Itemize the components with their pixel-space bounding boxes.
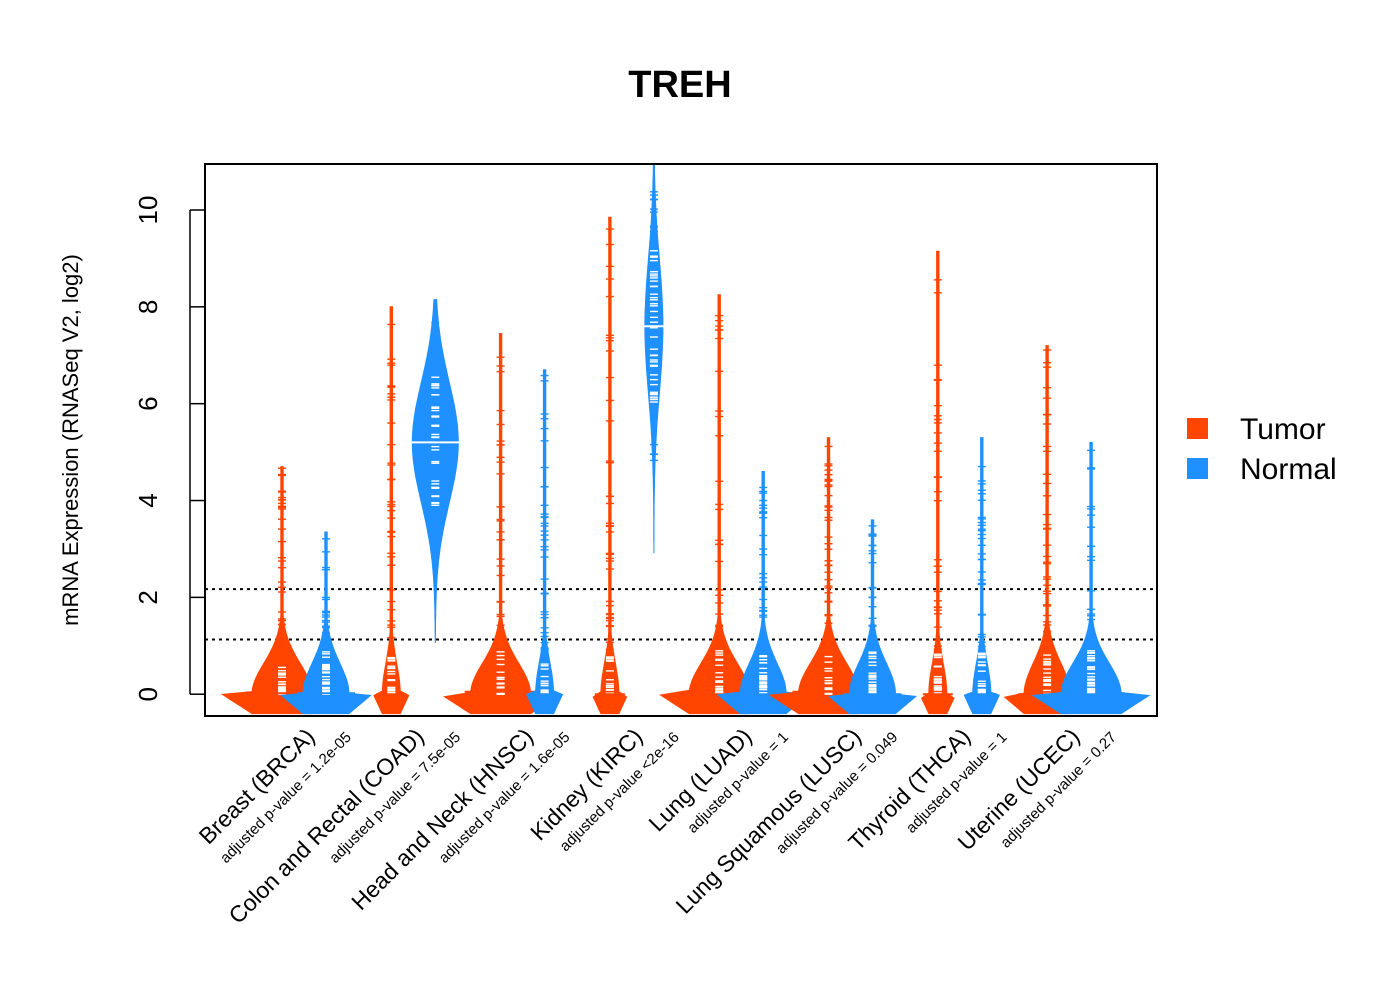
y-tick-label: 4 [133,493,163,507]
legend-label: Normal [1240,453,1337,486]
y-tick-label: 8 [133,300,163,314]
tumor-bean [920,250,955,715]
legend-swatch [1187,418,1208,439]
y-tick-label: 2 [133,590,163,604]
x-axis-labels: Breast (BRCA)adjusted p-value = 1.2e-05C… [194,723,1120,928]
plot-area [205,164,1157,715]
normal-bean [280,531,372,715]
normal-bean [526,369,564,715]
y-tick-label: 6 [133,396,163,410]
normal-bean [406,299,465,643]
normal-bean [1031,441,1151,715]
tumor-bean [592,216,628,715]
normal-bean [638,164,669,554]
tumor-bean [373,306,410,715]
legend-swatch [1187,458,1208,479]
legend: Tumor Normal [1187,413,1337,486]
normal-bean-shape [644,164,664,554]
normal-bean [716,471,810,715]
plot-frame [204,163,1158,717]
normal-bean [827,519,918,715]
y-tick-label: 0 [133,687,163,701]
legend-label: Tumor [1240,413,1326,446]
y-axis: 0 2 4 6 8 10 [133,196,205,701]
tumor-bean [768,437,889,715]
y-axis-label: mRNA Expression (RNASeq V2, log2) [58,254,83,626]
normal-bean [963,437,1000,715]
normal-bean-shape [411,299,459,643]
y-tick-label: 10 [133,196,163,225]
tumor-bean [220,466,344,715]
tumor-bean [443,333,559,715]
chart-title: TREH [628,64,731,106]
